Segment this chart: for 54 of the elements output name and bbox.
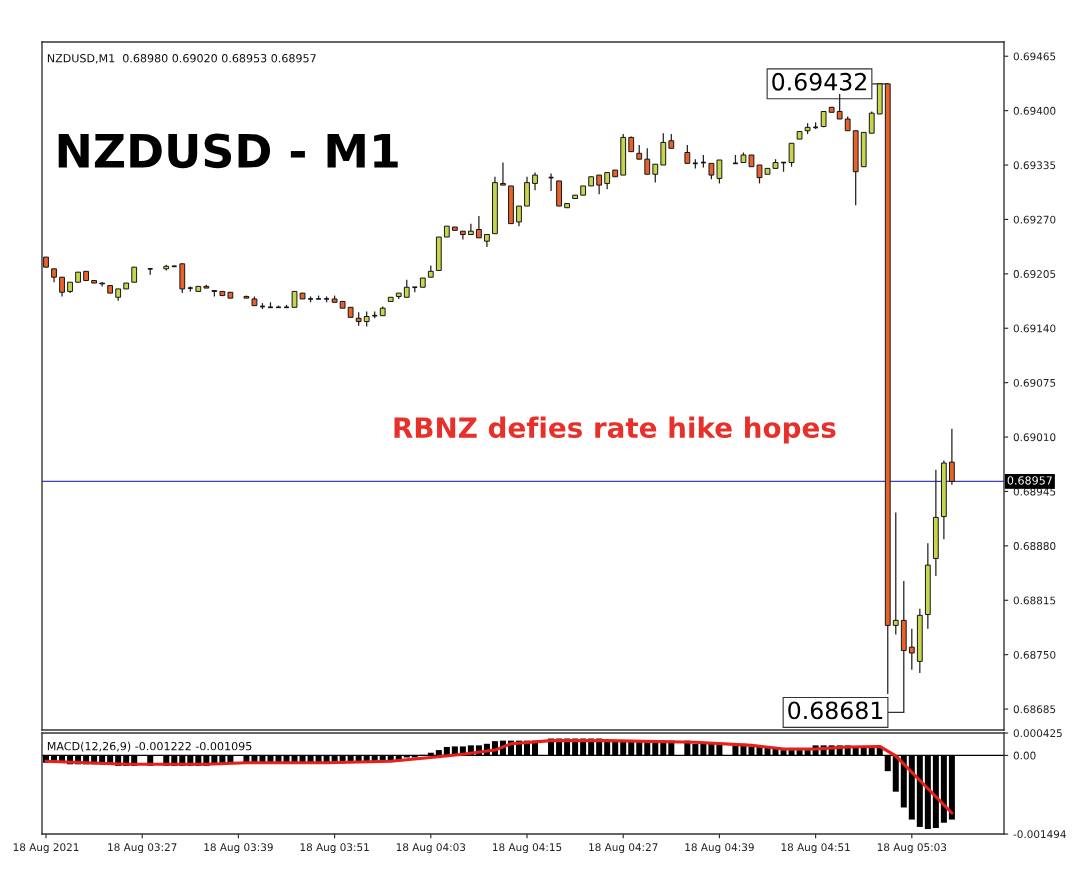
y-tick-label: 0.68750 [1013, 650, 1056, 659]
y-tick-label: 0.69075 [1013, 378, 1056, 387]
candlestick [516, 205, 522, 227]
candlestick [892, 511, 899, 636]
x-tick-label: 18 Aug 04:27 [589, 843, 658, 854]
candlestick [836, 93, 843, 120]
y-tick-label: 0.00 [1013, 751, 1036, 760]
line-series [44, 739, 954, 815]
x-tick-label: 18 Aug 03:27 [108, 843, 177, 854]
annotation: RBNZ defies rate hike hopes [394, 416, 836, 444]
y-tick-label: 0.68685 [1013, 705, 1056, 714]
annotation: 0.68681 [788, 701, 883, 720]
x-tick-label: 18 Aug 04:51 [781, 843, 850, 854]
candlestick [949, 428, 955, 486]
x-tick-label: 18 Aug 2021 [13, 843, 79, 854]
y-tick-label: 0.69010 [1013, 433, 1056, 442]
text: NZDUSD,M1 0.68980 0.69020 0.68953 0.68957 [47, 54, 316, 64]
candlestick [788, 142, 795, 168]
candlestick [660, 132, 667, 166]
candlestick [596, 174, 603, 195]
x-tick-label: 18 Aug 03:39 [204, 843, 273, 854]
y-tick-label: 0.68815 [1013, 596, 1056, 605]
candlestick [908, 628, 915, 671]
y-tick-label: 0.68880 [1013, 542, 1056, 550]
candlestick [868, 110, 875, 134]
text: MACD(12,26,9) -0.001222 -0.001095 [47, 741, 252, 752]
y-tick-label: 0.69335 [1013, 161, 1056, 170]
y-tick-label: 0.69270 [1013, 215, 1056, 224]
candlestick [459, 230, 466, 241]
candlestick [644, 147, 651, 175]
annotation: 0.69432 [772, 72, 866, 91]
candlestick [476, 215, 482, 239]
candlestick [524, 176, 530, 207]
candlestick [684, 144, 691, 164]
y-tick-label: 0.000425 [1013, 729, 1062, 738]
x-tick-label: 18 Aug 04:39 [685, 843, 754, 854]
y-tick-label: -0.001494 [1013, 830, 1066, 839]
candlestick [500, 161, 506, 186]
x-tick-label: 18 Aug 04:15 [493, 843, 562, 854]
x-tick-label: 18 Aug 03:51 [300, 843, 369, 854]
candlestick [652, 163, 659, 184]
text: NZDUSD - M1 [58, 133, 398, 169]
candlestick [716, 159, 723, 185]
y-tick-label: 0.69205 [1013, 270, 1056, 278]
x-tick-label: 18 Aug 05:03 [877, 843, 947, 854]
y-tick-label: 0.69400 [1013, 106, 1056, 115]
candlestick [468, 223, 474, 236]
ref-line-label: 0.68957 [1007, 476, 1052, 485]
y-tick-label: 0.68945 [1013, 487, 1056, 496]
y-tick-label: 0.69140 [1013, 324, 1056, 333]
x-tick-label: 18 Aug 04:03 [396, 843, 466, 854]
candlestick [59, 276, 65, 298]
y-tick-label: 0.69465 [1013, 52, 1056, 61]
bar [435, 750, 442, 756]
